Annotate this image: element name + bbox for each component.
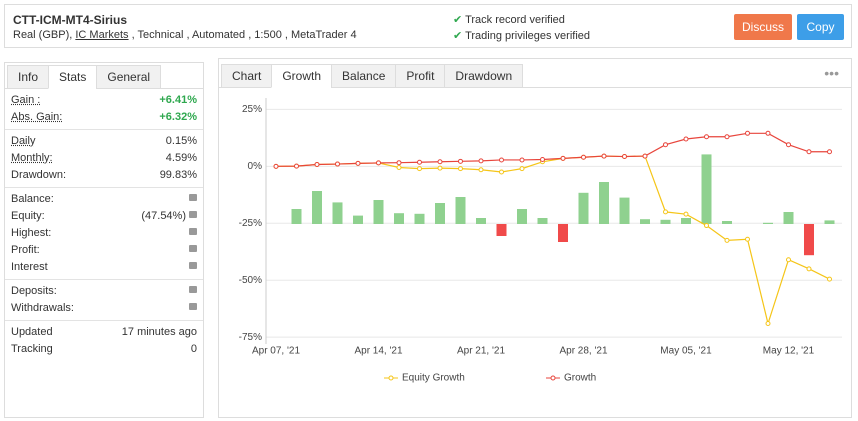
stat-value: +6.32% xyxy=(159,111,197,123)
broker-link[interactable]: IC Markets xyxy=(75,29,129,41)
stats-row: Highest: xyxy=(5,225,203,242)
lock-icon xyxy=(189,303,197,310)
tab[interactable]: Balance xyxy=(331,64,397,88)
tab[interactable]: Stats xyxy=(48,65,98,89)
stat-label: Interest xyxy=(11,261,48,273)
stat-value: 4.59% xyxy=(165,152,197,164)
stats-row: Tracking 0 xyxy=(5,341,203,358)
stat-label: Monthly: xyxy=(11,152,53,164)
stats-row: Deposits: xyxy=(5,283,203,300)
stat-label: Updated xyxy=(11,326,53,338)
verification: ✔ Track record verified ✔ Trading privil… xyxy=(453,12,590,44)
stat-label: Tracking xyxy=(11,343,53,355)
stats-list: Gain : +6.41% Abs. Gain: +6.32% Daily 0.15% Mo… xyxy=(5,89,203,361)
chart-panel: Chart Growth Balance Profit Drawdown ••• xyxy=(218,58,852,418)
menu-dots[interactable]: ••• xyxy=(824,65,839,81)
copy-button[interactable]: Copy xyxy=(797,14,844,40)
tab[interactable]: Profit xyxy=(395,64,446,88)
stats-group: Updated 17 minutes ago Tracking 0 xyxy=(5,321,203,361)
stat-value-wrap: 0.15% xyxy=(166,133,197,150)
lock-icon xyxy=(189,228,197,235)
stat-label: Gain : xyxy=(11,94,41,106)
lock-icon xyxy=(189,286,197,293)
stats-tabs: Info Stats General xyxy=(5,63,203,89)
stat-value-wrap: (47.54%) xyxy=(141,208,197,225)
stat-label: Daily xyxy=(11,135,36,147)
tab[interactable]: Info xyxy=(7,65,50,89)
stat-label: Profit: xyxy=(11,244,40,256)
stats-panel: Info Stats General Gain : +6.41% Abs. Gain: +… xyxy=(4,62,204,418)
stats-row: Profit: xyxy=(5,242,203,259)
stats-group: Deposits: Withdrawals: xyxy=(5,280,203,321)
stats-row: Interest xyxy=(5,259,203,276)
verified-item: ✔ Trading privileges verified xyxy=(453,30,591,42)
stat-value-wrap xyxy=(186,259,197,276)
lock-icon xyxy=(189,262,197,269)
chart-tabs: Chart Growth Balance Profit Drawdown xyxy=(219,59,851,88)
stat-value-wrap: +6.32% xyxy=(159,109,197,126)
stat-label: Abs. Gain: xyxy=(11,111,63,123)
stat-value-wrap xyxy=(186,191,197,208)
lock-icon xyxy=(189,245,197,252)
stat-value-wrap: 17 minutes ago xyxy=(122,324,197,341)
stat-label: Withdrawals: xyxy=(11,302,74,314)
account-type: Real (GBP), xyxy=(13,29,73,41)
discuss-button[interactable]: Discuss xyxy=(734,14,792,40)
stat-value-wrap xyxy=(186,300,197,317)
stat-value-wrap xyxy=(186,242,197,259)
stats-group: Gain : +6.41% Abs. Gain: +6.32% xyxy=(5,89,203,130)
verified-text: Track record verified xyxy=(465,14,565,26)
stats-group: Balance: Equity: (47.54%) Highest: Profit: In… xyxy=(5,188,203,280)
stats-row: Withdrawals: xyxy=(5,300,203,317)
stat-value-wrap: +6.41% xyxy=(159,92,197,109)
header: CTT-ICM-MT4-Sirius Real (GBP), IC Market… xyxy=(4,4,852,48)
stat-label: Highest: xyxy=(11,227,52,239)
account-subtitle: Real (GBP), IC Markets , Technical , Aut… xyxy=(13,29,357,41)
stats-row: Drawdown: 99.83% xyxy=(5,167,203,184)
stat-value: +6.41% xyxy=(159,94,197,106)
tab[interactable]: General xyxy=(96,65,162,89)
stat-value: (47.54%) xyxy=(141,210,186,222)
verified-item: ✔ Track record verified xyxy=(453,14,565,26)
account-details: , Technical , Automated , 1:500 , MetaTr… xyxy=(131,29,357,41)
stat-value-wrap: 99.83% xyxy=(160,167,197,184)
stat-value: 99.83% xyxy=(159,169,197,181)
stat-value-wrap: 0 xyxy=(191,341,197,358)
stat-value-wrap xyxy=(186,283,197,300)
lock-icon xyxy=(189,211,197,218)
tab[interactable]: Growth xyxy=(271,64,333,88)
verified-text: Trading privileges verified xyxy=(465,30,591,42)
lock-icon xyxy=(189,194,197,201)
stat-label: Balance: xyxy=(11,193,54,205)
tab[interactable]: Drawdown xyxy=(444,64,524,88)
stats-row: Monthly: 4.59% xyxy=(5,150,203,167)
stat-value-wrap: 4.59% xyxy=(166,150,197,167)
stat-label: Drawdown: xyxy=(11,169,67,181)
stat-label: Equity: xyxy=(11,210,45,222)
stats-group: Daily 0.15% Monthly: 4.59% Drawdown: 99.83% xyxy=(5,130,203,188)
stat-value: 17 minutes ago xyxy=(121,326,197,338)
stat-value: 0 xyxy=(190,343,197,355)
stats-row: Equity: (47.54%) xyxy=(5,208,203,225)
stat-value: 0.15% xyxy=(165,135,197,147)
stats-row: Updated 17 minutes ago xyxy=(5,324,203,341)
stat-label: Deposits: xyxy=(11,285,57,297)
stats-row: Daily 0.15% xyxy=(5,133,203,150)
account-title: CTT-ICM-MT4-Sirius xyxy=(13,13,127,27)
stats-row: Balance: xyxy=(5,191,203,208)
stats-row: Gain : +6.41% xyxy=(5,92,203,109)
stats-row: Abs. Gain: +6.32% xyxy=(5,109,203,126)
tab[interactable]: Chart xyxy=(221,64,273,88)
stat-value-wrap xyxy=(186,225,197,242)
